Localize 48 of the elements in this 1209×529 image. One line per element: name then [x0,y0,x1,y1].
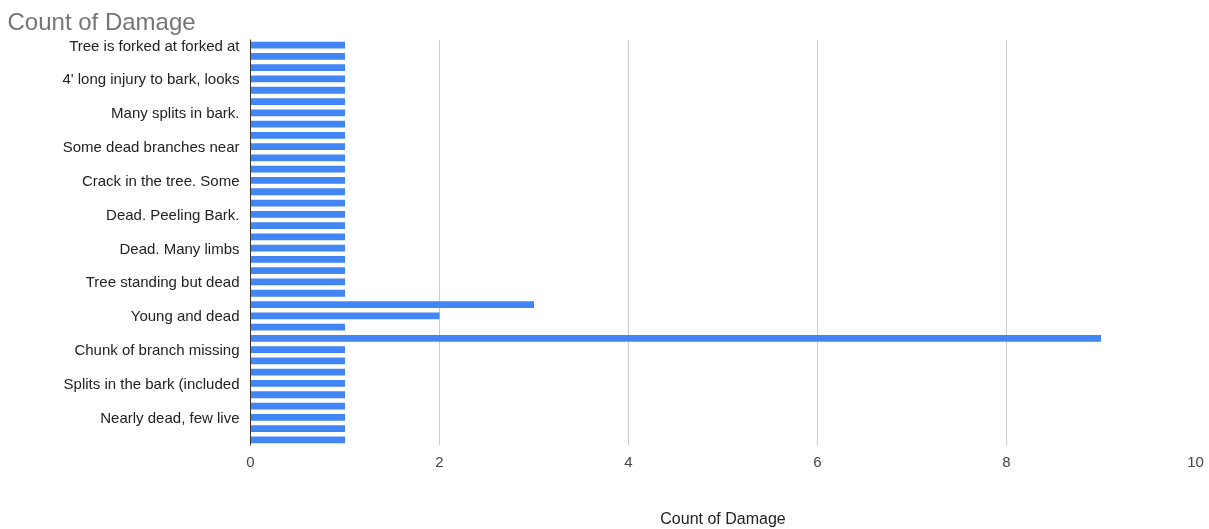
y-tick-label: Young and dead [130,307,240,325]
bar [250,177,345,184]
bar [250,131,345,139]
x-tick-label: 2 [435,452,444,470]
y-tick-label: Chunk of branch missing [74,341,240,359]
bar [250,233,345,241]
y-tick-label: Many splits in bark. [111,104,240,122]
y-tick-label: Tree is forked at forked at [69,36,241,54]
bar [250,413,345,421]
bar [250,256,345,263]
y-tick-label: 4' long injury to bark, looks [62,70,240,88]
bar [250,425,345,432]
bar [250,267,345,275]
bar [250,301,534,308]
y-tick-label: Some dead branches near [62,138,240,156]
bar [250,312,440,320]
bar [250,210,345,218]
y-tick-label: Splits in the bark (included [63,374,240,392]
bar [250,143,345,151]
bar [250,289,345,297]
x-tick-label: 8 [1002,452,1011,470]
bar [250,346,345,354]
chart-title: Count of Damage [7,7,196,35]
bar [250,41,345,49]
bar [250,334,1101,342]
bar [250,222,345,229]
bar [250,165,345,173]
y-tick-label: Tree standing but dead [85,273,240,291]
x-tick-label: 6 [813,452,822,470]
bar [250,391,345,399]
x-tick-label: 10 [1187,452,1204,470]
x-axis-title: Count of Damage [660,509,786,527]
bar [250,380,345,387]
bar [250,53,345,60]
y-tick-label: Nearly dead, few live [100,408,240,426]
bar [250,109,345,117]
bar [250,368,345,376]
x-tick-label: 4 [624,452,633,470]
y-tick-label: Dead. Many limbs [119,239,240,257]
y-tick-label: Crack in the tree. Some [81,171,240,189]
bar [250,64,345,72]
bar [250,436,345,444]
y-tick-label: Dead. Peeling Bark. [106,205,240,223]
bar [250,188,345,196]
bar [250,98,345,105]
bar [250,86,345,94]
bar [250,244,345,252]
x-tick-label: 0 [246,452,255,470]
